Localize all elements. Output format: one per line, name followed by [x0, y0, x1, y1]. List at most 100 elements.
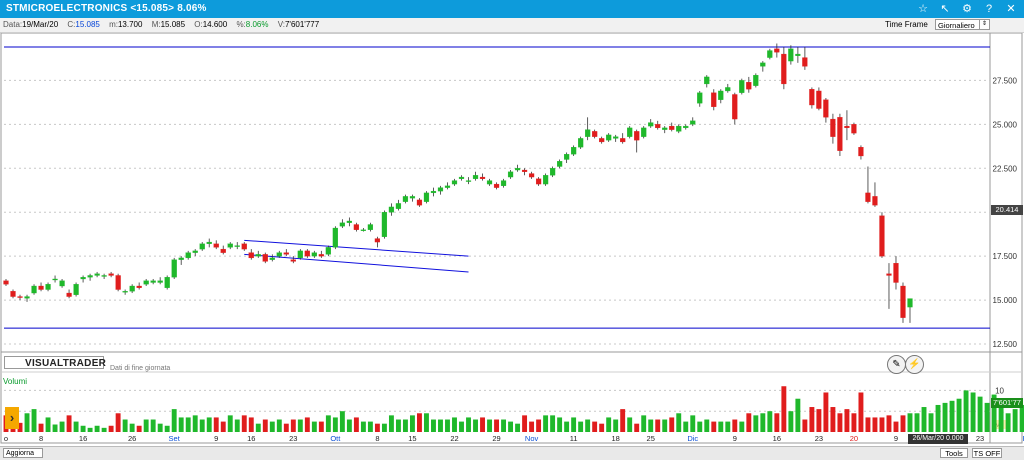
volume-bar [578, 421, 584, 432]
candle-up [234, 245, 240, 247]
candle-up [339, 222, 345, 227]
candle-down [599, 138, 605, 143]
volume-bar [935, 404, 941, 432]
volume-bar [304, 417, 310, 432]
timeframe-select[interactable]: Giornaliero ⇕ [935, 19, 990, 30]
volume-bar [59, 421, 65, 432]
volume-bar [914, 413, 920, 432]
x-tick-label: 25 [647, 434, 655, 443]
candle-down [304, 250, 310, 257]
volume-bar [550, 415, 556, 432]
volume-bar [80, 425, 86, 432]
x-tick-label: Set [169, 434, 181, 443]
volume-bar [417, 413, 422, 432]
volume-bar [683, 421, 689, 432]
x-tick-label: 9 [214, 434, 218, 443]
volume-bar [501, 419, 507, 432]
volume-bar [353, 417, 359, 432]
x-tick-label: 23 [815, 434, 823, 443]
candle-down [416, 199, 423, 206]
volume-bar [17, 422, 23, 432]
volume-bar [94, 425, 100, 432]
x-tick-label: 16 [247, 434, 255, 443]
candle-up [542, 175, 549, 185]
price-chart[interactable]: 12.50015.00017.50020.00022.50025.00027.5… [0, 33, 1024, 445]
x-tick-label: Feb [1023, 434, 1024, 443]
volume-bar [445, 419, 450, 432]
volume-bar [178, 417, 184, 432]
expand-icon[interactable]: ↖ [940, 3, 950, 15]
candle-up [585, 129, 591, 137]
candle-down [886, 273, 892, 276]
candle-down [669, 125, 675, 130]
spinner-icon[interactable]: ⇕ [979, 20, 989, 29]
volume-bar [38, 423, 44, 432]
candle-up [276, 252, 282, 257]
candle-up [697, 92, 703, 104]
volume-bar [388, 415, 394, 432]
candle-up [430, 190, 437, 194]
volume-bar [746, 413, 752, 432]
scroll-left-arrow-icon[interactable]: › [5, 407, 19, 429]
candle-up [571, 147, 577, 155]
candle-up [662, 127, 668, 130]
volume-bar [402, 419, 408, 432]
volume-bar [963, 390, 969, 432]
x-tick-label: 16 [773, 434, 781, 443]
volume-bar [101, 427, 107, 432]
volume-bar [984, 402, 990, 432]
candle-up [80, 277, 86, 280]
x-tick-label: 23 [289, 434, 297, 443]
volume-bar [711, 421, 717, 432]
volume-bar [480, 417, 485, 432]
candle-down [837, 117, 843, 151]
candle-down [493, 183, 500, 188]
refresh-select[interactable]: Aggiorna [3, 448, 43, 458]
volume-bar [185, 417, 191, 432]
candle-up [367, 224, 374, 230]
tools-button[interactable]: Tools [940, 448, 968, 458]
candle-up [795, 53, 801, 56]
volume-bar [248, 417, 254, 432]
candle-down [872, 196, 878, 206]
volume-bar [290, 419, 296, 432]
help-icon[interactable]: ? [985, 3, 993, 15]
volume-bar [543, 415, 549, 432]
candle-up [360, 229, 366, 231]
candle-up [760, 62, 766, 67]
candle-down [17, 296, 23, 298]
visualtrader-logo: VISUALTRADER [4, 356, 107, 369]
settings-icon[interactable]: ⚙ [962, 3, 972, 15]
x-tick-label: 22 [450, 434, 458, 443]
volume-bar [921, 407, 927, 432]
volume-bar [115, 413, 121, 432]
volume-tick-label: 10 [995, 386, 1004, 395]
candle-up [739, 80, 745, 93]
volume-bar [760, 413, 766, 432]
ts-off-button[interactable]: TS OFF [972, 448, 1002, 458]
volume-bar [676, 413, 682, 432]
candle-down [865, 192, 871, 202]
tag-tool-icon[interactable]: ✎ [887, 355, 906, 374]
volume-bar [374, 423, 380, 432]
candle-down [38, 285, 44, 290]
volume-bar [655, 419, 661, 432]
lightning-tool-icon[interactable]: ⚡ [905, 355, 924, 374]
x-tick-label: 26 [128, 434, 136, 443]
star-icon[interactable]: ☆ [918, 3, 928, 15]
x-tick-label: o [4, 434, 8, 443]
volume-bar [886, 415, 892, 432]
candle-down [844, 125, 850, 129]
close-icon[interactable]: ✕ [1006, 3, 1016, 15]
visualtrader-name: VISUALTRADER [25, 358, 107, 369]
volume-bar [487, 419, 492, 432]
candle-down [3, 280, 9, 285]
volume-bar [627, 417, 633, 432]
candle-up [704, 76, 710, 85]
candle-down [241, 243, 247, 250]
x-tick-label: 15 [408, 434, 416, 443]
open-value: 14.600 [202, 20, 228, 29]
candle-up [332, 227, 338, 248]
x-tick-label: 8 [375, 434, 379, 443]
volume-bar [837, 413, 843, 432]
